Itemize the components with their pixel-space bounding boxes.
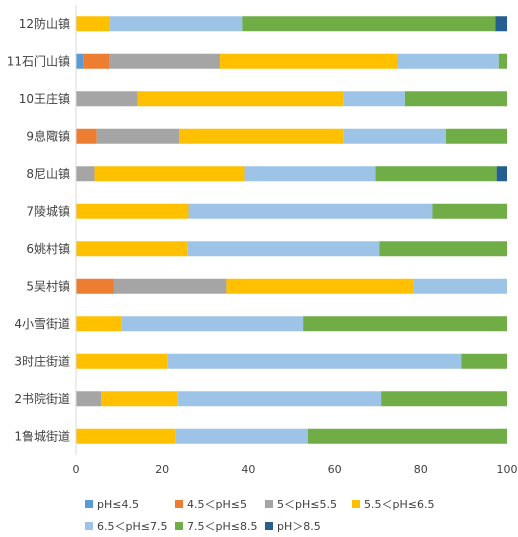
bar-segment-4-2: [76, 128, 97, 144]
x-tick-label: 80: [414, 463, 428, 476]
bar-segment-4-4: [179, 128, 344, 144]
bar-segment-7-6: [379, 241, 507, 257]
bar-segment-2-6: [498, 53, 507, 69]
bar-segment-10-6: [461, 353, 507, 369]
bar-segment-2-5: [397, 53, 499, 69]
bar-segment-10-5: [167, 353, 462, 369]
category-label: 12防山镇: [19, 16, 70, 31]
bar-segment-11-6: [381, 391, 507, 407]
legend-label: 4.5＜pH≤5: [187, 498, 247, 511]
legend-swatch: [352, 500, 360, 508]
bar-segment-2-4: [219, 53, 398, 69]
legend-label: pH≤4.5: [97, 498, 139, 511]
legend-label: pH＞8.5: [277, 520, 321, 533]
legend-swatch: [265, 522, 273, 530]
category-label: 2书院街道: [14, 392, 70, 406]
category-labels: 12防山镇 11石门山镇 10王庄镇 9息陬镇 8尼山镇 7陵城镇 6姚村镇 5吴村镇 4小雪街…: [7, 16, 70, 444]
bar-layer: [76, 16, 507, 444]
category-label: 9息陬镇: [26, 128, 70, 143]
bar-segment-1-7: [495, 16, 507, 32]
legend-swatch: [265, 500, 273, 508]
legend-label: 5.5＜pH≤6.5: [364, 498, 434, 511]
bar-segment-12-4: [76, 428, 176, 444]
bar-segment-2-1: [76, 53, 84, 69]
category-label: 7陵城镇: [26, 204, 70, 218]
bar-segment-1-5: [109, 16, 243, 32]
x-tick-label: 20: [155, 463, 169, 476]
legend-label: 5＜pH≤5.5: [277, 498, 337, 511]
category-label: 6姚村镇: [26, 242, 70, 256]
x-tick-label: 60: [328, 463, 342, 476]
category-label: 11石门山镇: [7, 53, 70, 68]
x-tick-label: 0: [73, 463, 80, 476]
category-label: 8尼山镇: [26, 167, 70, 181]
bar-segment-12-5: [175, 428, 308, 444]
bar-segment-11-3: [76, 391, 101, 407]
category-label: 3时庄街道: [14, 353, 70, 368]
bar-segment-3-5: [343, 91, 405, 107]
bar-segment-9-6: [303, 316, 507, 332]
x-tick-labels: 0 20 40 60 80 100: [73, 463, 518, 476]
bar-segment-5-6: [375, 166, 497, 182]
bar-segment-11-4: [100, 391, 178, 407]
bar-segment-7-4: [76, 241, 188, 257]
bar-segment-8-2: [76, 278, 114, 294]
legend-swatch: [85, 522, 93, 530]
bar-segment-9-5: [121, 316, 304, 332]
bar-segment-12-6: [307, 428, 507, 444]
bar-segment-5-3: [76, 166, 95, 182]
bar-segment-6-4: [76, 203, 189, 219]
x-tick-label: 40: [241, 463, 255, 476]
bar-segment-7-5: [187, 241, 380, 257]
legend-swatch: [175, 500, 183, 508]
bar-segment-4-5: [343, 128, 446, 144]
bar-segment-4-3: [96, 128, 180, 144]
bar-segment-3-4: [137, 91, 344, 107]
bar-segment-10-4: [76, 353, 168, 369]
legend-label: 6.5＜pH≤7.5: [97, 520, 167, 533]
bar-segment-5-4: [94, 166, 245, 182]
category-label: 10王庄镇: [19, 91, 70, 106]
legend-swatch: [175, 522, 183, 530]
bar-segment-8-3: [113, 278, 227, 294]
legend: pH≤4.5 4.5＜pH≤5 5＜pH≤5.5 5.5＜pH≤6.5 6.5＜pH≤7…: [85, 498, 434, 533]
bar-segment-2-2: [83, 53, 110, 69]
bar-segment-6-5: [188, 203, 433, 219]
bar-segment-8-5: [413, 278, 507, 294]
bar-segment-3-6: [404, 91, 507, 107]
bar-segment-9-4: [76, 316, 122, 332]
bar-segment-1-4: [76, 16, 110, 32]
legend-swatch: [85, 500, 93, 508]
x-tick-label: 100: [497, 463, 518, 476]
bar-segment-2-3: [109, 53, 220, 69]
bar-segment-6-6: [432, 203, 507, 219]
bar-segment-5-7: [496, 166, 507, 182]
bar-segment-3-3: [76, 91, 138, 107]
bar-segment-1-6: [242, 16, 496, 32]
bar-segment-8-4: [226, 278, 414, 294]
category-label: 4小雪街道: [14, 317, 70, 331]
bar-segment-11-5: [177, 391, 382, 407]
category-label: 1鲁城街道: [14, 429, 70, 443]
bar-segment-4-6: [445, 128, 507, 144]
bar-segment-5-5: [244, 166, 376, 182]
legend-label: 7.5＜pH≤8.5: [187, 520, 257, 533]
category-label: 5吴村镇: [26, 279, 70, 293]
